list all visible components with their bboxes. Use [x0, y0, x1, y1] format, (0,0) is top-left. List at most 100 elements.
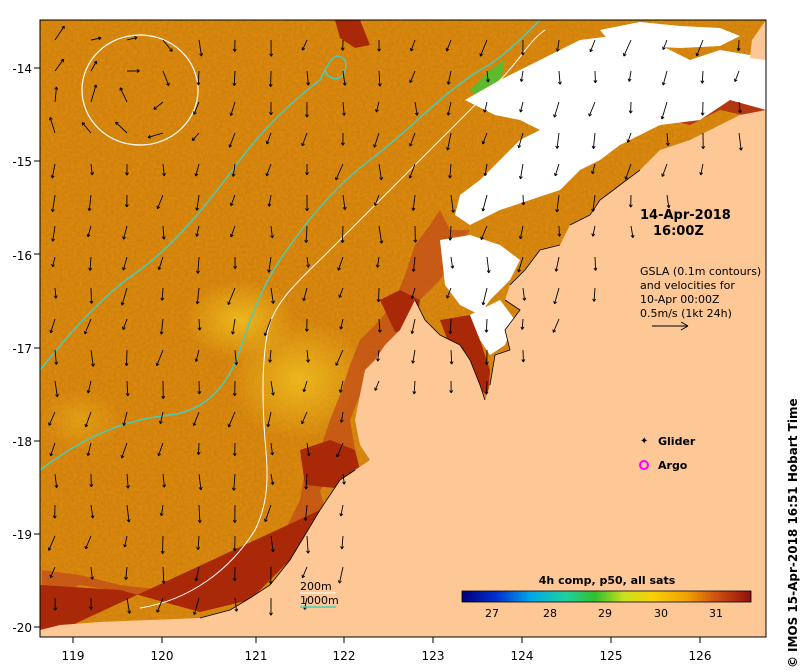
velocity-arrowhead [197, 391, 202, 395]
velocity-arrow [306, 349, 309, 363]
velocity-arrow [303, 380, 308, 392]
velocity-arrow [161, 287, 164, 301]
velocity-arrow [305, 504, 308, 521]
velocity-arrow [147, 132, 164, 138]
velocity-arrowhead [733, 78, 738, 82]
velocity-arrowhead [483, 109, 487, 113]
velocity-arrow [520, 70, 524, 82]
velocity-arrowhead [269, 112, 273, 116]
velocity-arrowhead [196, 451, 201, 455]
velocity-arrowhead [450, 265, 455, 269]
velocity-arrowhead [191, 137, 196, 142]
velocity-arrow [122, 318, 128, 330]
velocity-arrow [378, 318, 381, 333]
velocity-arrow [449, 225, 452, 241]
timestamp-date: 14-Apr-2018 [640, 208, 731, 223]
velocity-arrowhead [662, 46, 666, 50]
velocity-arrowhead [81, 122, 86, 126]
velocity-arrow [558, 225, 560, 237]
velocity-arrow [270, 535, 274, 552]
velocity-arrow [266, 132, 272, 145]
velocity-arrowhead [196, 546, 201, 551]
velocity-arrow [556, 194, 560, 213]
velocity-arrowhead [125, 393, 130, 397]
velocity-arrowhead [409, 79, 413, 84]
velocity-arrowhead [626, 139, 631, 143]
velocity-arrow [556, 132, 560, 149]
velocity-arrowhead [229, 202, 234, 207]
velocity-arrowhead [481, 301, 486, 306]
velocity-arrow [410, 39, 416, 52]
velocity-arrow [409, 70, 416, 83]
velocity-arrowhead [126, 519, 131, 523]
velocity-arrow [373, 132, 380, 148]
velocity-arrowhead [306, 264, 311, 268]
velocity-arrowhead [340, 546, 344, 550]
velocity-arrowhead [591, 145, 596, 149]
velocity-arrow [48, 535, 56, 551]
velocity-arrowhead [270, 235, 275, 239]
velocity-arrowhead [339, 513, 344, 517]
velocity-arrowhead [304, 328, 309, 332]
velocity-arrow [482, 194, 488, 212]
velocity-arrow [342, 473, 345, 485]
velocity-arrow [522, 287, 526, 301]
argo-label: Argo [658, 459, 688, 472]
cloud-cover [440, 235, 520, 315]
velocity-arrowhead [267, 203, 272, 207]
velocity-arrowhead [231, 173, 236, 177]
velocity-arrowhead [156, 609, 160, 613]
velocity-arrow [301, 132, 308, 147]
velocity-arrowhead [60, 58, 65, 63]
velocity-arrowhead [342, 82, 347, 86]
velocity-arrowhead [125, 172, 129, 176]
velocity-arrow [555, 256, 560, 272]
velocity-arrowhead [127, 610, 132, 614]
y-tick-label: -18 [12, 435, 32, 449]
velocity-arrowhead [306, 82, 311, 86]
velocity-arrow [374, 194, 380, 206]
velocity-arrowhead [234, 362, 239, 366]
velocity-arrowhead [155, 362, 160, 367]
velocity-arrow [264, 504, 272, 522]
velocity-arrow [337, 256, 344, 271]
velocity-arrowhead [448, 237, 453, 241]
velocity-arrowhead [339, 419, 344, 423]
velocity-arrow [268, 194, 272, 207]
velocity-arrowhead [269, 53, 274, 57]
velocity-arrowhead [192, 611, 197, 615]
velocity-arrowhead [302, 297, 307, 302]
velocity-arrowhead [89, 300, 94, 304]
velocity-arrow [556, 39, 560, 52]
velocity-arrow [195, 566, 200, 581]
velocity-arrowhead [197, 519, 202, 523]
velocity-arrow [558, 70, 561, 85]
velocity-arrowhead [120, 302, 125, 306]
velocity-arrow [124, 535, 128, 548]
velocity-arrowhead [376, 358, 380, 362]
velocity-arrowhead [195, 301, 200, 305]
velocity-arrow [90, 504, 94, 519]
velocity-arrow [486, 256, 490, 273]
velocity-arrowhead [194, 173, 199, 177]
y-tick-label: -16 [12, 249, 32, 263]
velocity-arrow [738, 39, 740, 51]
coastal-hot-band [40, 510, 320, 637]
velocity-arrow [625, 163, 632, 180]
velocity-arrowhead [48, 422, 52, 426]
velocity-arrowhead [591, 233, 596, 237]
velocity-arrow [162, 535, 164, 554]
velocity-arrow [485, 318, 488, 333]
velocity-arrow [591, 163, 596, 174]
velocity-arrow [270, 473, 274, 485]
velocity-arrow [197, 535, 200, 550]
velocity-arrow [50, 318, 56, 333]
velocity-arrowhead [373, 202, 378, 207]
velocity-arrowhead [338, 389, 343, 393]
velocity-arrowhead [51, 263, 55, 268]
velocity-arrowhead [700, 80, 705, 84]
velocity-arrow [409, 132, 416, 147]
velocity-arrow [628, 70, 632, 82]
scale-arrow [652, 321, 689, 331]
velocity-arrowhead [627, 78, 632, 82]
